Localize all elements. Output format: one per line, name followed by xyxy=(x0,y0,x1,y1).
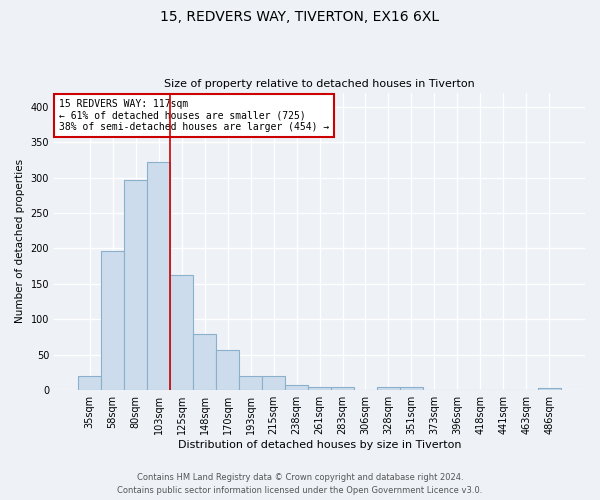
Bar xyxy=(193,334,216,390)
Bar xyxy=(124,180,147,390)
Bar xyxy=(147,162,170,390)
Title: Size of property relative to detached houses in Tiverton: Size of property relative to detached ho… xyxy=(164,79,475,89)
Y-axis label: Number of detached properties: Number of detached properties xyxy=(15,160,25,324)
Bar xyxy=(285,385,308,390)
Bar xyxy=(331,386,354,390)
Bar xyxy=(170,274,193,390)
Bar xyxy=(377,388,400,390)
Bar xyxy=(216,350,239,390)
X-axis label: Distribution of detached houses by size in Tiverton: Distribution of detached houses by size … xyxy=(178,440,461,450)
Bar xyxy=(262,376,285,390)
Text: Contains HM Land Registry data © Crown copyright and database right 2024.
Contai: Contains HM Land Registry data © Crown c… xyxy=(118,474,482,495)
Bar xyxy=(101,250,124,390)
Bar xyxy=(538,388,561,390)
Bar xyxy=(239,376,262,390)
Text: 15, REDVERS WAY, TIVERTON, EX16 6XL: 15, REDVERS WAY, TIVERTON, EX16 6XL xyxy=(160,10,440,24)
Bar xyxy=(308,386,331,390)
Bar xyxy=(78,376,101,390)
Bar xyxy=(400,388,423,390)
Text: 15 REDVERS WAY: 117sqm
← 61% of detached houses are smaller (725)
38% of semi-de: 15 REDVERS WAY: 117sqm ← 61% of detached… xyxy=(59,98,329,132)
